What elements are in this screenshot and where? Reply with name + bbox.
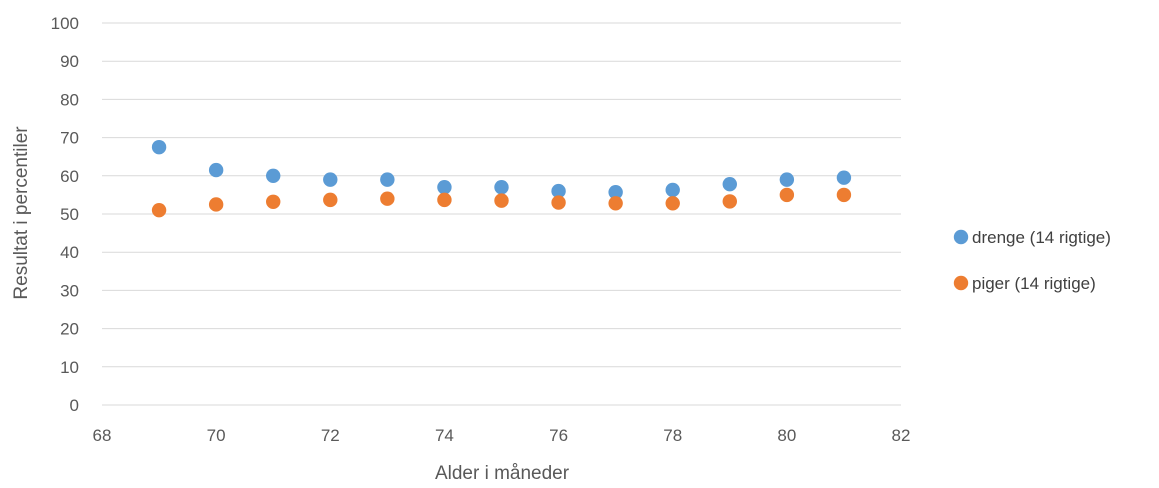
y-tick-label: 80 (60, 90, 79, 109)
y-tick-label: 60 (60, 167, 79, 186)
data-point (665, 182, 680, 198)
x-tick-label: 68 (93, 426, 112, 445)
gridlines (102, 22, 901, 406)
data-point (779, 172, 795, 187)
x-tick-label: 70 (207, 426, 226, 445)
data-point (208, 162, 224, 178)
data-point (779, 187, 795, 203)
legend: drenge (14 rigtige) piger (14 rigtige) (953, 228, 1111, 293)
data-points (151, 139, 852, 218)
legend-marker (953, 229, 969, 245)
data-point (266, 194, 281, 209)
data-point (608, 196, 623, 211)
data-point (722, 177, 737, 192)
data-point (380, 191, 395, 206)
data-point (380, 172, 395, 187)
data-point (494, 180, 509, 195)
data-point (836, 187, 852, 203)
data-point (551, 195, 566, 210)
legend-label: drenge (14 rigtige) (972, 228, 1111, 247)
x-axis-title: Alder i måneder (435, 463, 570, 484)
y-tick-label: 90 (60, 52, 79, 71)
data-point (722, 194, 737, 209)
x-tick-label: 78 (663, 426, 682, 445)
data-point (323, 172, 338, 187)
y-tick-label: 30 (60, 281, 79, 300)
y-tick-label: 0 (70, 396, 79, 415)
x-axis-ticks: 68 70 72 74 76 78 80 82 (93, 426, 911, 445)
data-point (665, 196, 680, 211)
x-tick-label: 74 (435, 426, 454, 445)
data-point (323, 192, 338, 208)
y-tick-label: 40 (60, 243, 79, 262)
y-tick-label: 10 (60, 358, 79, 377)
y-tick-label: 50 (60, 205, 79, 224)
y-axis-title: Resultat i percentiler (11, 126, 32, 300)
data-point (494, 193, 509, 208)
data-point (437, 180, 452, 195)
data-point (836, 170, 852, 185)
data-point (208, 197, 224, 212)
x-tick-label: 80 (777, 426, 796, 445)
x-tick-label: 76 (549, 426, 568, 445)
legend-label: piger (14 rigtige) (972, 274, 1096, 293)
x-tick-label: 72 (321, 426, 340, 445)
y-tick-label: 100 (51, 14, 79, 33)
legend-marker (953, 275, 969, 291)
data-point (437, 192, 452, 208)
data-point (151, 202, 167, 218)
y-tick-label: 70 (60, 129, 79, 148)
data-point (608, 185, 623, 200)
data-point (266, 168, 281, 183)
data-point (151, 139, 167, 155)
y-axis-ticks: 0 10 20 30 40 50 60 70 80 90 100 (51, 14, 79, 415)
x-tick-label: 82 (892, 426, 911, 445)
y-tick-label: 20 (60, 320, 79, 339)
data-point (551, 183, 566, 199)
